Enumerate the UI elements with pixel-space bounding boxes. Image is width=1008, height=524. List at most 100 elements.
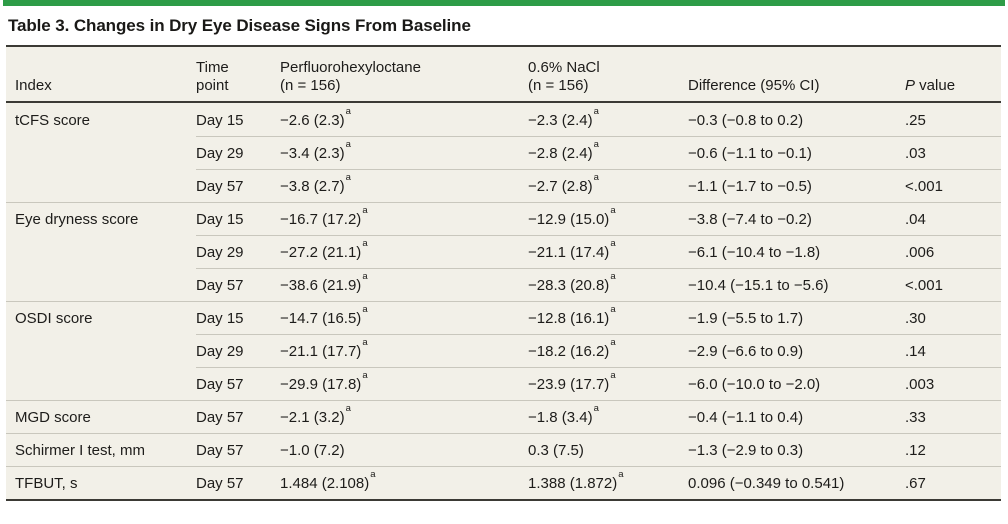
cell-index <box>6 169 196 202</box>
cell-index: Schirmer I test, mm <box>6 433 196 466</box>
cell-perfluorohexyloctane-value: −1.0 (7.2) <box>280 433 528 466</box>
cell-nacl-value: −2.7 (2.8)a <box>528 169 688 202</box>
cell-p-value: .006 <box>905 235 1001 268</box>
cell-time-point: Day 57 <box>196 268 280 301</box>
table-header-row: Index Time point Perfluorohexyloctane (n = 1… <box>6 47 1001 103</box>
cell-time-point: Day 57 <box>196 400 280 433</box>
footnote-marker: a <box>593 106 599 117</box>
cell-nacl-value: −12.9 (15.0)a <box>528 202 688 235</box>
cell-difference-value: −6.1 (−10.4 to −1.8) <box>688 235 905 268</box>
cell-perfluorohexyloctane-value: −38.6 (21.9)a <box>280 268 528 301</box>
footnote-marker: a <box>610 205 616 216</box>
footnote-marker: a <box>593 403 599 414</box>
cell-difference-value: −10.4 (−15.1 to −5.6) <box>688 268 905 301</box>
data-table: Index Time point Perfluorohexyloctane (n = 1… <box>6 45 1001 501</box>
cell-p-value: .04 <box>905 202 1001 235</box>
footnote-marker: a <box>593 172 599 183</box>
cell-perfluorohexyloctane-value: −2.1 (3.2)a <box>280 400 528 433</box>
cell-index <box>6 235 196 268</box>
cell-perfluorohexyloctane-value: −3.4 (2.3)a <box>280 136 528 169</box>
cell-index <box>6 367 196 400</box>
table-row: Day 29 −27.2 (21.1)a −21.1 (17.4)a −6.1 (−1… <box>6 235 1001 268</box>
cell-p-value: .12 <box>905 433 1001 466</box>
table-row: Day 57 −38.6 (21.9)a −28.3 (20.8)a −10.4 (−… <box>6 268 1001 301</box>
footnote-marker: a <box>610 337 616 348</box>
footnote-marker: a <box>618 469 624 480</box>
table-row: MGD score Day 57 −2.1 (3.2)a −1.8 (3.4)a −0.… <box>6 400 1001 433</box>
column-header-nacl: 0.6% NaCl (n = 156) <box>528 59 600 94</box>
table-row: OSDI score Day 15 −14.7 (16.5)a −12.8 (16.1… <box>6 301 1001 334</box>
cell-difference-value: −0.3 (−0.8 to 0.2) <box>688 111 804 129</box>
table-row: Eye dryness score Day 15 −16.7 (17.2)a −12.… <box>6 202 1001 235</box>
footnote-marker: a <box>362 304 368 315</box>
cell-difference-value: −6.0 (−10.0 to −2.0) <box>688 367 905 400</box>
cell-nacl-value: −23.9 (17.7)a <box>528 367 688 400</box>
footnote-marker: a <box>345 172 351 183</box>
cell-index <box>6 136 196 169</box>
cell-difference-value: −1.9 (−5.5 to 1.7) <box>688 301 905 334</box>
cell-perfluorohexyloctane-value: −14.7 (16.5)a <box>280 301 528 334</box>
column-header-index: Index <box>15 77 52 94</box>
cell-p-value: .25 <box>905 111 926 129</box>
table-row: Day 29 −21.1 (17.7)a −18.2 (16.2)a −2.9 (−6… <box>6 334 1001 367</box>
cell-time-point: Day 57 <box>196 169 280 202</box>
column-header-time-point: Time point <box>196 59 229 94</box>
footnote-marker: a <box>362 370 368 381</box>
cell-perfluorohexyloctane-value: 1.484 (2.108)a <box>280 466 528 499</box>
table-body: tCFS score Day 15 −2.6 (2.3)a −2.3 (2.4)a −0… <box>6 103 1001 499</box>
cell-time-point: Day 15 <box>196 301 280 334</box>
cell-difference-value: −1.1 (−1.7 to −0.5) <box>688 169 905 202</box>
cell-time-point: Day 15 <box>196 111 244 129</box>
footnote-marker: a <box>610 238 616 249</box>
cell-perfluorohexyloctane-value: −29.9 (17.8)a <box>280 367 528 400</box>
cell-index: tCFS score <box>15 111 91 129</box>
cell-nacl-value: −2.8 (2.4)a <box>528 136 688 169</box>
cell-perfluorohexyloctane-value: −27.2 (21.1)a <box>280 235 528 268</box>
footnote-marker: a <box>362 238 368 249</box>
cell-index: MGD score <box>6 400 196 433</box>
cell-difference-value: −1.3 (−2.9 to 0.3) <box>688 433 905 466</box>
cell-difference-value: 0.096 (−0.349 to 0.541) <box>688 466 905 499</box>
cell-p-value: .03 <box>905 136 1001 169</box>
cell-time-point: Day 57 <box>196 466 280 499</box>
cell-perfluorohexyloctane-value: −3.8 (2.7)a <box>280 169 528 202</box>
footnote-marker: a <box>610 304 616 315</box>
footnote-marker: a <box>345 139 351 150</box>
footnote-marker: a <box>610 370 616 381</box>
table-row: tCFS score Day 15 −2.6 (2.3)a −2.3 (2.4)a −0… <box>6 103 1001 136</box>
cell-nacl-value: −28.3 (20.8)a <box>528 268 688 301</box>
cell-nacl-value: −21.1 (17.4)a <box>528 235 688 268</box>
cell-index: Eye dryness score <box>6 202 196 235</box>
cell-p-value: .67 <box>905 466 1001 499</box>
table-title: Table 3. Changes in Dry Eye Disease Sign… <box>8 16 471 35</box>
column-header-p-value: P value <box>905 77 956 94</box>
cell-difference-value: −2.9 (−6.6 to 0.9) <box>688 334 905 367</box>
top-accent-bar <box>3 0 1005 6</box>
cell-perfluorohexyloctane-value: −2.6 (2.3)a <box>280 106 351 129</box>
footnote-marker: a <box>345 106 351 117</box>
cell-p-value: <.001 <box>905 169 1001 202</box>
table-row: Schirmer I test, mm Day 57 −1.0 (7.2) 0.3 (… <box>6 433 1001 466</box>
cell-nacl-value: −2.3 (2.4)a <box>528 106 599 129</box>
footnote-marker: a <box>593 139 599 150</box>
cell-nacl-value: −12.8 (16.1)a <box>528 301 688 334</box>
cell-nacl-value: −18.2 (16.2)a <box>528 334 688 367</box>
table-row: Day 29 −3.4 (2.3)a −2.8 (2.4)a −0.6 (−1.1 t… <box>6 136 1001 169</box>
column-header-perfluorohexyloctane: Perfluorohexyloctane (n = 156) <box>280 59 421 94</box>
cell-difference-value: −3.8 (−7.4 to −0.2) <box>688 202 905 235</box>
cell-time-point: Day 29 <box>196 136 280 169</box>
cell-time-point: Day 57 <box>196 433 280 466</box>
table-row: TFBUT, s Day 57 1.484 (2.108)a 1.388 (1.872… <box>6 466 1001 499</box>
cell-time-point: Day 29 <box>196 334 280 367</box>
footnote-marker: a <box>362 205 368 216</box>
cell-difference-value: −0.6 (−1.1 to −0.1) <box>688 136 905 169</box>
cell-p-value: .003 <box>905 367 1001 400</box>
cell-time-point: Day 29 <box>196 235 280 268</box>
cell-nacl-value: 1.388 (1.872)a <box>528 466 688 499</box>
journal-table-figure: Table 3. Changes in Dry Eye Disease Sign… <box>3 0 1005 501</box>
cell-p-value: <.001 <box>905 268 1001 301</box>
cell-p-value: .33 <box>905 400 1001 433</box>
table-row: Day 57 −29.9 (17.8)a −23.9 (17.7)a −6.0 (−1… <box>6 367 1001 400</box>
cell-difference-value: −0.4 (−1.1 to 0.4) <box>688 400 905 433</box>
cell-index <box>6 268 196 301</box>
